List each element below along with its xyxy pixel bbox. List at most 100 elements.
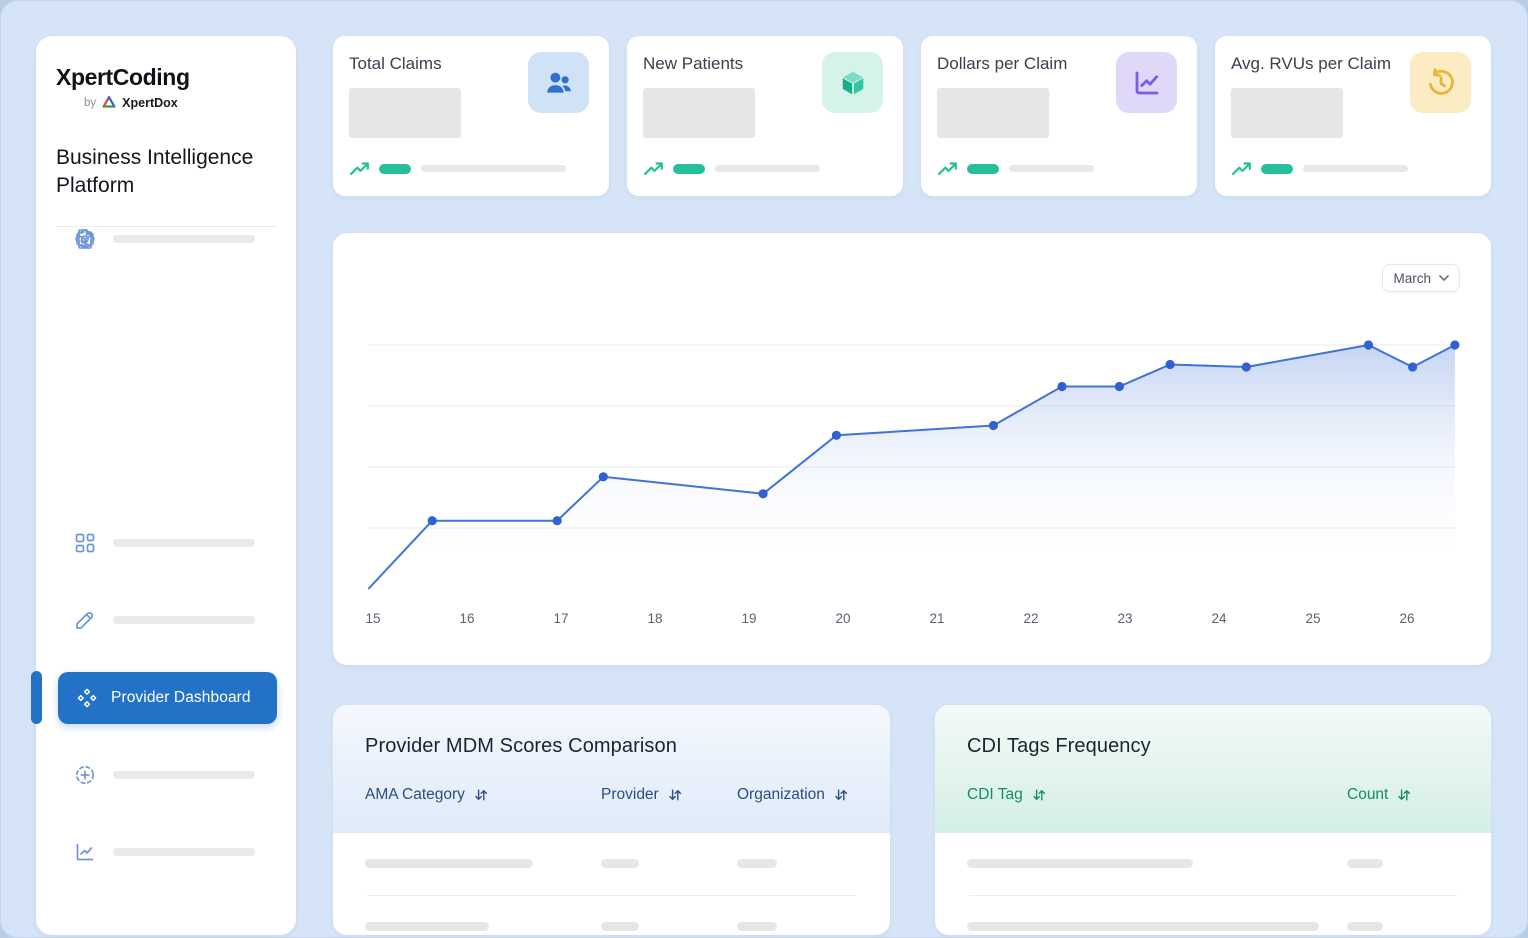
clock-history-icon <box>1410 52 1471 113</box>
table-row-skeleton <box>333 896 890 935</box>
sort-icon <box>835 789 847 801</box>
stat-card-total-claims: Total Claims <box>333 36 609 196</box>
period-dropdown[interactable]: March <box>1382 264 1460 292</box>
cell-placeholder <box>737 922 777 931</box>
stat-card-new-patients: New Patients <box>627 36 903 196</box>
column-header-provider[interactable]: Provider <box>601 786 737 804</box>
stat-value-placeholder <box>937 88 1049 138</box>
active-item-indicator <box>31 671 42 724</box>
platform-title: Business Intelligence Platform <box>56 146 254 198</box>
cell-placeholder <box>967 922 1319 931</box>
sort-icon <box>1398 789 1411 801</box>
brand-block: XpertCoding by XpertDox <box>36 36 296 110</box>
sort-icon <box>1033 789 1045 801</box>
line-chart-icon <box>73 840 97 864</box>
svg-text:15: 15 <box>365 611 380 626</box>
cell-placeholder <box>601 859 639 868</box>
sort-icon <box>669 789 681 801</box>
trend-up-icon <box>349 160 371 177</box>
mdm-card-header: Provider MDM Scores Comparison AMA Categ… <box>333 705 890 833</box>
table-row-skeleton <box>333 833 890 895</box>
svg-text:20: 20 <box>835 611 850 626</box>
stat-trend-row <box>643 160 820 177</box>
svg-text:22: 22 <box>1023 611 1038 626</box>
stat-value-placeholder <box>349 88 461 138</box>
sidebar-label-placeholder <box>113 771 255 779</box>
stat-card-title: Total Claims <box>349 54 442 73</box>
trend-up-icon <box>937 160 959 177</box>
column-header-cdi-tag[interactable]: CDI Tag <box>967 786 1347 804</box>
svg-text:26: 26 <box>1399 611 1414 626</box>
brand-name: XpertCoding <box>56 64 190 90</box>
sidebar-item-provider-dashboard[interactable]: Provider Dashboard <box>58 672 277 724</box>
cdi-table-title: CDI Tags Frequency <box>967 735 1151 757</box>
stat-value-placeholder <box>1231 88 1343 138</box>
cdi-card-header: CDI Tags Frequency CDI Tag Count <box>935 705 1491 833</box>
svg-text:16: 16 <box>459 611 474 626</box>
stat-card-dollars-per-claim: Dollars per Claim <box>921 36 1197 196</box>
svg-text:25: 25 <box>1305 611 1320 626</box>
sidebar-divider <box>56 226 276 228</box>
sidebar: XpertCoding by XpertDox Business Intelli… <box>36 36 296 935</box>
stat-trend-row <box>937 160 1094 177</box>
table-row-skeleton <box>935 896 1491 935</box>
xpertdox-triangle-logo-icon <box>101 95 117 110</box>
trend-label-placeholder <box>715 165 820 172</box>
cdi-tags-card: CDI Tags Frequency CDI Tag Count <box>935 705 1491 935</box>
svg-text:19: 19 <box>741 611 756 626</box>
trend-label-placeholder <box>421 165 566 172</box>
trend-value-placeholder <box>379 163 411 174</box>
cell-placeholder <box>601 922 639 931</box>
brand-company: XpertDox <box>122 95 178 110</box>
add-circle-dashed-icon <box>73 763 97 787</box>
cell-placeholder <box>1347 922 1383 931</box>
stat-cards-row: Total Claims Ne <box>333 36 1491 196</box>
chevron-down-icon <box>1439 274 1449 281</box>
column-header-organization[interactable]: Organization <box>737 786 848 804</box>
svg-text:18: 18 <box>647 611 662 626</box>
stat-card-title: Dollars per Claim <box>937 54 1068 73</box>
mdm-table-title: Provider MDM Scores Comparison <box>365 735 677 757</box>
claims-trend-chart: 15 16 17 18 19 20 21 22 23 24 25 26 <box>365 340 1460 626</box>
period-dropdown-value: March <box>1393 270 1431 286</box>
column-header-ama-category[interactable]: AMA Category <box>365 786 601 804</box>
users-icon <box>528 52 589 113</box>
gear-icon <box>73 227 97 251</box>
sidebar-item-skeleton-4[interactable] <box>73 840 273 864</box>
mdm-scores-card: Provider MDM Scores Comparison AMA Categ… <box>333 705 890 935</box>
column-header-count[interactable]: Count <box>1347 786 1459 804</box>
stat-trend-row <box>349 160 566 177</box>
trend-value-placeholder <box>673 163 705 174</box>
trend-label-placeholder <box>1009 165 1094 172</box>
cell-placeholder <box>967 859 1193 868</box>
sidebar-item-skeleton-2[interactable] <box>73 608 273 632</box>
svg-text:21: 21 <box>929 611 944 626</box>
cell-placeholder <box>365 859 533 868</box>
chart-line-icon <box>1116 52 1177 113</box>
sidebar-label-placeholder <box>113 848 255 856</box>
svg-text:17: 17 <box>553 611 568 626</box>
trend-up-icon <box>643 160 665 177</box>
table-row-skeleton <box>935 833 1491 895</box>
dashboard-grid-icon <box>73 531 97 555</box>
sort-icon <box>475 789 488 801</box>
brand-by-text: by <box>84 96 97 109</box>
sidebar-label-placeholder <box>113 616 255 624</box>
svg-text:24: 24 <box>1211 611 1227 626</box>
claims-trend-card: March 15 16 17 18 19 20 21 22 23 24 25 26 <box>333 233 1491 665</box>
trend-up-icon <box>1231 160 1253 177</box>
cdi-column-headers: CDI Tag Count <box>967 786 1459 804</box>
sidebar-item-label: Provider Dashboard <box>111 689 251 706</box>
cube-icon <box>822 52 883 113</box>
mdm-column-headers: AMA Category Provider Organization <box>365 786 858 804</box>
cell-placeholder <box>365 922 489 931</box>
stat-card-title: New Patients <box>643 54 744 73</box>
trend-value-placeholder <box>967 163 999 174</box>
diamonds-icon <box>76 687 98 709</box>
stat-value-placeholder <box>643 88 755 138</box>
sidebar-item-skeleton-1[interactable] <box>73 531 273 555</box>
sidebar-item-skeleton-3[interactable] <box>73 763 273 787</box>
svg-text:23: 23 <box>1117 611 1132 626</box>
sidebar-item-skeleton-7[interactable] <box>73 227 273 251</box>
